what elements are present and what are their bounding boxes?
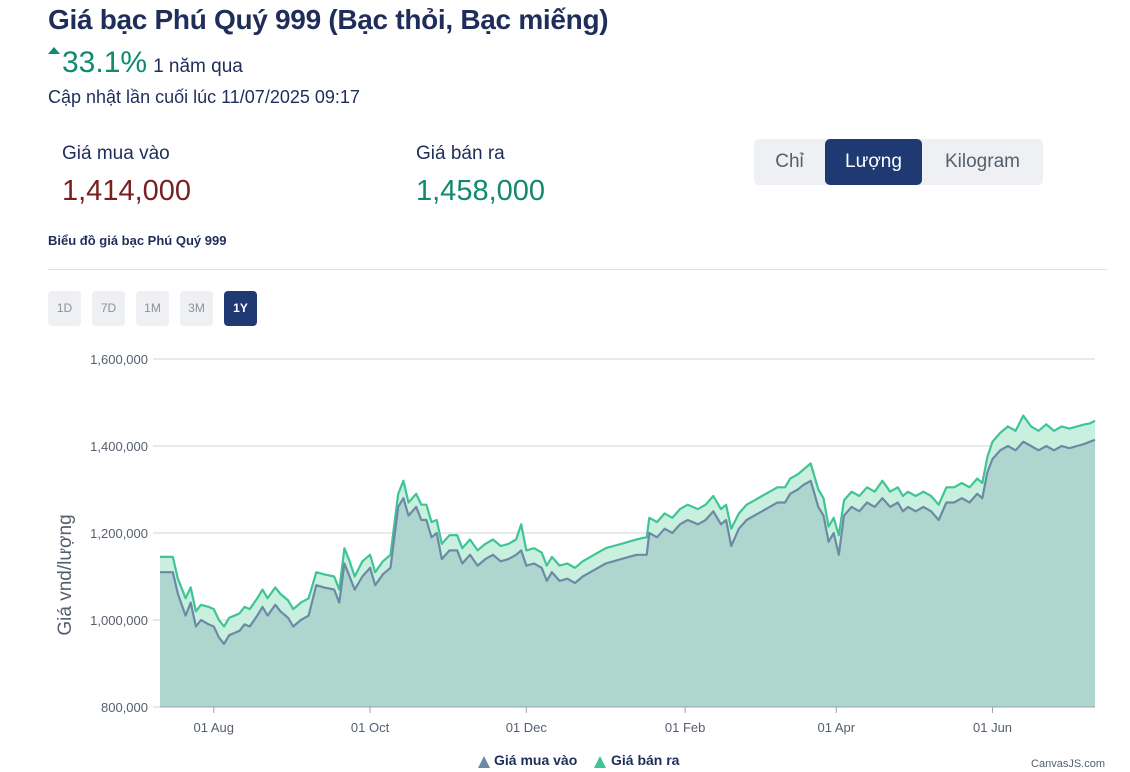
- legend-buy-label[interactable]: Giá mua vào: [494, 752, 577, 768]
- buy-series-line[interactable]: [160, 438, 1096, 645]
- x-tick-label: 01 Oct: [351, 720, 390, 735]
- price-chart[interactable]: 800,000 1,000,000 1,200,000 1,400,000 1,600,…: [0, 340, 1130, 772]
- y-tick-label: 1,400,000: [90, 439, 148, 454]
- y-tick-label: 1,200,000: [90, 526, 148, 541]
- range-1y-button[interactable]: 1Y: [224, 291, 257, 326]
- chart-areas: [160, 414, 1096, 707]
- y-tick-label: 1,000,000: [90, 613, 148, 628]
- sell-series-line[interactable]: [160, 414, 1096, 628]
- unit-luong-button[interactable]: Lượng: [825, 139, 922, 185]
- unit-kilogram-button[interactable]: Kilogram: [945, 151, 1020, 172]
- x-tick-label: 01 Jun: [973, 720, 1012, 735]
- range-1d-button[interactable]: 1D: [48, 291, 81, 326]
- buy-area: [160, 439, 1095, 707]
- y-tick-label: 800,000: [101, 700, 148, 715]
- last-updated: Cập nhật lần cuối lúc 11/07/2025 09:17: [48, 87, 360, 107]
- buy-price-value: 1,414,000: [62, 175, 192, 207]
- x-tick-label: 01 Apr: [817, 720, 855, 735]
- range-1m-button[interactable]: 1M: [136, 291, 169, 326]
- range-selector: 1D 7D 1M 3M 1Y: [48, 291, 268, 326]
- range-7d-button[interactable]: 7D: [92, 291, 125, 326]
- canvasjs-credit[interactable]: CanvasJS.com: [1031, 758, 1105, 770]
- y-axis-label: Giá vnd/lượng: [55, 514, 76, 635]
- chart-legend: Giá mua vào Giá bán ra: [478, 752, 680, 768]
- x-tick-label: 01 Dec: [506, 720, 548, 735]
- y-axis: 800,000 1,000,000 1,200,000 1,400,000 1,600,…: [90, 352, 160, 715]
- buy-price-label: Giá mua vào: [62, 143, 170, 164]
- legend-sell-label[interactable]: Giá bán ra: [611, 752, 680, 768]
- range-3m-button[interactable]: 3M: [180, 291, 213, 326]
- buy-price-block: Giá mua vào 1,414,000: [62, 143, 191, 208]
- change-period: 1 năm qua: [153, 56, 243, 77]
- sell-price-value: 1,458,000: [416, 175, 546, 207]
- change-percent: 33.1%: [62, 46, 148, 79]
- legend-buy-marker: [478, 756, 490, 768]
- page-title: Giá bạc Phú Quý 999 (Bạc thỏi, Bạc miếng…: [48, 4, 609, 35]
- legend-sell-marker: [594, 756, 606, 768]
- y-tick-label: 1,600,000: [90, 352, 148, 367]
- x-tick-label: 01 Feb: [665, 720, 705, 735]
- x-axis: 01 Aug 01 Oct 01 Dec 01 Feb 01 Apr 01 Jun: [160, 706, 1095, 735]
- divider: [48, 269, 1107, 270]
- sell-price-label: Giá bán ra: [416, 143, 505, 164]
- x-tick-label: 01 Aug: [194, 720, 235, 735]
- price-change: 33.1% 1 năm qua: [48, 46, 243, 80]
- unit-toggle: Chỉ Lượng Kilogram: [754, 139, 1043, 185]
- unit-chi-button[interactable]: Chỉ: [775, 151, 804, 172]
- sell-price-block: Giá bán ra 1,458,000: [416, 143, 545, 208]
- up-arrow-icon: [48, 47, 60, 54]
- chart-caption: Biểu đồ giá bạc Phú Quý 999: [48, 233, 227, 248]
